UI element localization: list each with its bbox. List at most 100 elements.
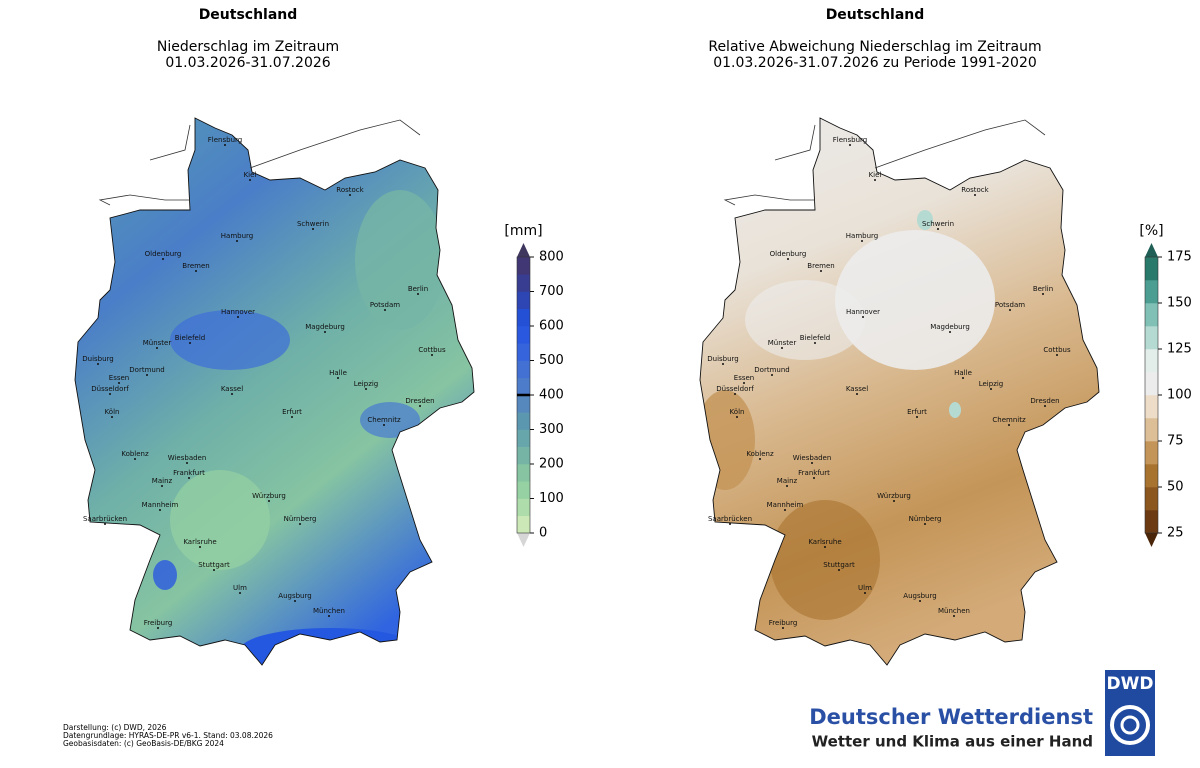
colorbar-band: [517, 412, 530, 430]
city-label: Frankfurt: [798, 469, 830, 477]
city-label: Essen: [109, 374, 129, 382]
city-dot: [236, 240, 238, 242]
city-label: Koblenz: [746, 450, 774, 458]
colorbar-band: [1145, 257, 1158, 281]
city-label: Karlsruhe: [808, 538, 841, 546]
footer: Darstellung: (c) DWD, 2026Datengrundlage…: [63, 723, 273, 748]
colorbar-tick-label: 100: [539, 491, 564, 506]
city-dot: [874, 179, 876, 181]
city-label: Bremen: [807, 262, 834, 270]
city-label: Duisburg: [707, 355, 739, 363]
logo-name: Deutscher Wetterdienst: [809, 705, 1093, 729]
map-title: Niederschlag im Zeitraum: [157, 39, 339, 55]
city-dot: [365, 388, 367, 390]
city-label: Oldenburg: [770, 250, 807, 258]
deviation-map: Flensburg Kiel Rostock Hamburg Schwerin Olden…: [699, 117, 1100, 666]
city-dot: [838, 569, 840, 571]
colorbar-band: [1145, 510, 1158, 534]
colorbar-band: [517, 274, 530, 292]
colorbar-tick-label: 700: [539, 284, 564, 299]
colorbar-tick-label: 200: [539, 457, 564, 472]
city-label: Münster: [143, 339, 172, 347]
city-label: Rostock: [336, 186, 364, 194]
city-dot: [916, 416, 918, 418]
city-label: Chemnitz: [992, 416, 1026, 424]
colorbar-band: [517, 446, 530, 465]
city-dot: [729, 523, 731, 525]
city-dot: [383, 424, 385, 426]
city-dot: [337, 377, 339, 379]
colorbar-extend-under: [1145, 533, 1158, 547]
city-label: Köln: [730, 408, 745, 416]
city-dot: [349, 194, 351, 196]
city-dot: [213, 569, 215, 571]
city-label: Kassel: [846, 385, 868, 393]
city-label: Hamburg: [221, 232, 253, 240]
city-dot: [146, 374, 148, 376]
city-dot: [743, 382, 745, 384]
colorbar-band: [1145, 303, 1158, 327]
city-dot: [97, 363, 99, 365]
city-label: Leipzig: [354, 380, 379, 388]
city-label: Potsdam: [995, 301, 1025, 309]
colorbar-tick-label: 150: [1167, 296, 1192, 311]
colorbar-tick-label: 600: [539, 319, 564, 334]
colorbar-band: [517, 515, 530, 534]
logo-swirl: [1110, 705, 1150, 745]
city-dot: [856, 393, 858, 395]
city-dot: [937, 228, 939, 230]
city-label: Düsseldorf: [716, 385, 754, 393]
city-dot: [924, 523, 926, 525]
city-label: Stuttgart: [823, 561, 855, 569]
city-label: Düsseldorf: [91, 385, 129, 393]
city-label: Dresden: [1030, 397, 1059, 405]
city-dot: [231, 393, 233, 395]
city-label: Hannover: [846, 308, 880, 316]
city-dot: [161, 485, 163, 487]
city-label: Köln: [105, 408, 120, 416]
city-label: Mainz: [152, 477, 173, 485]
city-label: Dortmund: [754, 366, 789, 374]
city-label: Koblenz: [121, 450, 149, 458]
colorbar-band: [517, 326, 530, 344]
colorbar-band: [517, 429, 530, 448]
city-dot: [237, 316, 239, 318]
city-label: Wiesbaden: [793, 454, 832, 462]
city-dot: [1009, 309, 1011, 311]
city-label: Duisburg: [82, 355, 114, 363]
city-dot: [268, 500, 270, 502]
city-label: Dortmund: [129, 366, 164, 374]
city-dot: [811, 462, 813, 464]
city-label: Dresden: [405, 397, 434, 405]
city-dot: [157, 627, 159, 629]
colorbar-tick-label: 75: [1167, 434, 1184, 449]
colorbar-extend-under: [517, 533, 530, 547]
map-heading: Deutschland: [826, 7, 925, 23]
colorbar-band: [1145, 441, 1158, 465]
colorbar-band: [517, 343, 530, 361]
city-label: München: [313, 607, 345, 615]
colorbar-band: [517, 291, 530, 310]
city-dot: [239, 592, 241, 594]
city-label: Bremen: [182, 262, 209, 270]
city-dot: [199, 546, 201, 548]
city-dot: [864, 592, 866, 594]
city-dot: [417, 293, 419, 295]
city-label: Würzburg: [252, 492, 286, 500]
city-dot: [299, 523, 301, 525]
colorbar-band: [1145, 418, 1158, 442]
city-dot: [734, 393, 736, 395]
footer-line: Datengrundlage: HYRAS-DE-PR v6-1. Stand:…: [63, 731, 273, 740]
colorbar-extend-over: [1145, 243, 1158, 257]
colorbar-unit: [mm]: [504, 223, 542, 239]
city-dot: [294, 600, 296, 602]
city-dot: [862, 316, 864, 318]
city-dot: [782, 627, 784, 629]
city-dot: [328, 615, 330, 617]
city-dot: [118, 382, 120, 384]
city-dot: [1056, 354, 1058, 356]
city-dot: [861, 240, 863, 242]
city-dot: [786, 485, 788, 487]
colorbar-band: [517, 308, 530, 327]
city-dot: [224, 144, 226, 146]
